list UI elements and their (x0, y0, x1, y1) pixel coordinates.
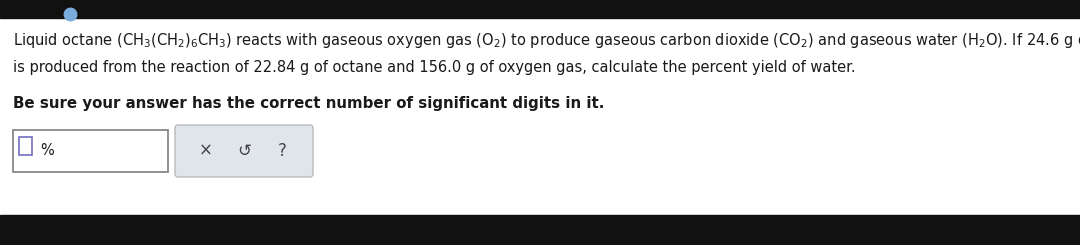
Bar (0, 215, 1080, 245)
Text: is produced from the reaction of 22.84 g of octane and 156.0 g of oxygen gas, ca: is produced from the reaction of 22.84 g… (13, 60, 855, 75)
Bar (0, 0, 1080, 18)
Text: ×: × (199, 142, 213, 160)
FancyBboxPatch shape (19, 137, 32, 155)
Bar (0, 18, 1080, 215)
Text: ?: ? (278, 142, 286, 160)
Text: %: % (40, 143, 54, 158)
Text: Liquid octane $\mathregular{\left(CH_3\left(CH_2\right)_6CH_3\right)}$ reacts wi: Liquid octane $\mathregular{\left(CH_3\l… (13, 31, 1080, 50)
Text: ↺: ↺ (238, 142, 251, 160)
FancyBboxPatch shape (175, 125, 313, 177)
Bar (0, 18, 1080, 215)
Text: Be sure your answer has the correct number of significant digits in it.: Be sure your answer has the correct numb… (13, 96, 605, 111)
FancyBboxPatch shape (13, 130, 168, 172)
